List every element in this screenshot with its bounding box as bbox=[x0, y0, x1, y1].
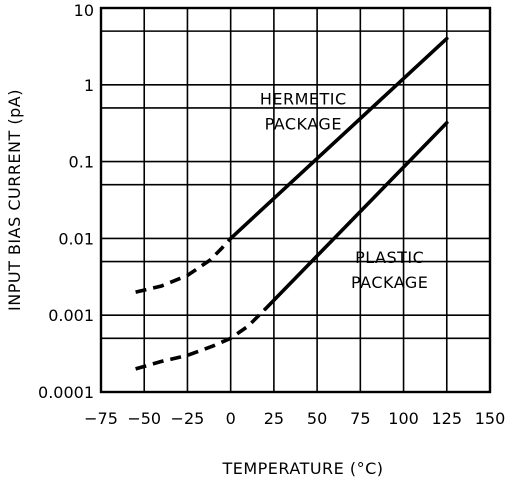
x-tick-label: 75 bbox=[350, 409, 370, 428]
x-tick-label: −75 bbox=[84, 409, 118, 428]
grid-lines bbox=[100, 8, 491, 392]
y-tick-label: 0.001 bbox=[48, 306, 94, 325]
x-tick-label: 50 bbox=[307, 409, 327, 428]
series-group bbox=[135, 36, 449, 371]
hermetic-package-label: HERMETIC PACKAGE bbox=[260, 90, 347, 134]
plastic-package-dashed-line bbox=[135, 307, 267, 371]
series-annotations: HERMETIC PACKAGE PLASTIC PACKAGE bbox=[260, 90, 428, 292]
y-axis-ticks: 0.0001 0.001 0.01 0.1 1 10 bbox=[38, 1, 94, 402]
x-tick-label: 125 bbox=[432, 409, 463, 428]
x-tick-label: 0 bbox=[226, 409, 236, 428]
x-tick-label: 150 bbox=[475, 409, 506, 428]
hermetic-package-dashed-line bbox=[135, 237, 233, 294]
plastic-package-label: PLASTIC PACKAGE bbox=[351, 248, 428, 292]
x-tick-label: 100 bbox=[388, 409, 419, 428]
hermetic-package-solid-line bbox=[228, 36, 449, 241]
plastic-package-solid-line bbox=[263, 121, 449, 311]
x-tick-label: −25 bbox=[171, 409, 205, 428]
x-axis-label: TEMPERATURE (°C) bbox=[221, 459, 383, 478]
plot-frame bbox=[99, 6, 492, 394]
x-tick-label: −50 bbox=[127, 409, 161, 428]
x-axis-ticks: −75 −50 −25 0 25 50 75 100 125 150 bbox=[84, 409, 505, 428]
y-axis-label: INPUT BIAS CURRENT (pA) bbox=[5, 89, 24, 311]
y-tick-label: 0.1 bbox=[69, 153, 94, 172]
y-tick-label: 0.0001 bbox=[38, 383, 94, 402]
y-tick-label: 0.01 bbox=[58, 229, 94, 248]
y-tick-label: 1 bbox=[84, 76, 94, 95]
x-tick-label: 25 bbox=[264, 409, 284, 428]
y-tick-label: 10 bbox=[74, 1, 94, 20]
